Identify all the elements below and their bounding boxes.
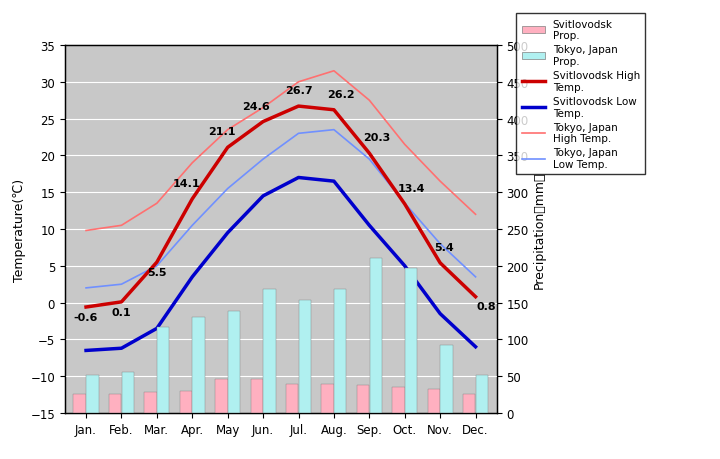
Bar [321, 384, 334, 413]
Text: 0.8: 0.8 [477, 302, 496, 312]
Bar [286, 384, 298, 413]
Text: -0.6: -0.6 [74, 312, 98, 322]
Text: 20.3: 20.3 [363, 133, 390, 143]
Text: 5.5: 5.5 [147, 267, 166, 277]
Bar [428, 390, 440, 413]
Bar [109, 394, 121, 413]
Text: 26.7: 26.7 [284, 86, 312, 96]
Y-axis label: Precipitation（mm）: Precipitation（mm） [533, 171, 546, 288]
Text: 0.1: 0.1 [112, 307, 131, 317]
Bar [476, 375, 488, 413]
Bar [334, 290, 346, 413]
Bar [251, 379, 263, 413]
Bar [405, 269, 418, 413]
Text: 24.6: 24.6 [242, 101, 270, 111]
Bar [192, 318, 205, 413]
Bar [441, 345, 453, 413]
Legend: Svitlovodsk
Prop., Tokyo, Japan
Prop., Svitlovodsk High
Temp., Svitlovodsk Low
T: Svitlovodsk Prop., Tokyo, Japan Prop., S… [516, 14, 645, 175]
Bar [86, 375, 99, 413]
Bar [157, 327, 169, 413]
Y-axis label: Temperature(℃): Temperature(℃) [13, 178, 26, 281]
Text: 21.1: 21.1 [209, 127, 236, 137]
Bar [356, 385, 369, 413]
Bar [264, 290, 276, 413]
Bar [299, 300, 311, 413]
Text: 26.2: 26.2 [327, 90, 355, 100]
Bar [180, 391, 192, 413]
Bar [463, 394, 475, 413]
Bar [369, 259, 382, 413]
Bar [392, 387, 405, 413]
Text: 5.4: 5.4 [434, 242, 454, 252]
Bar [228, 312, 240, 413]
Text: 13.4: 13.4 [398, 184, 426, 194]
Bar [73, 394, 86, 413]
Text: 14.1: 14.1 [173, 179, 201, 188]
Bar [144, 392, 157, 413]
Bar [215, 379, 228, 413]
Bar [122, 372, 134, 413]
